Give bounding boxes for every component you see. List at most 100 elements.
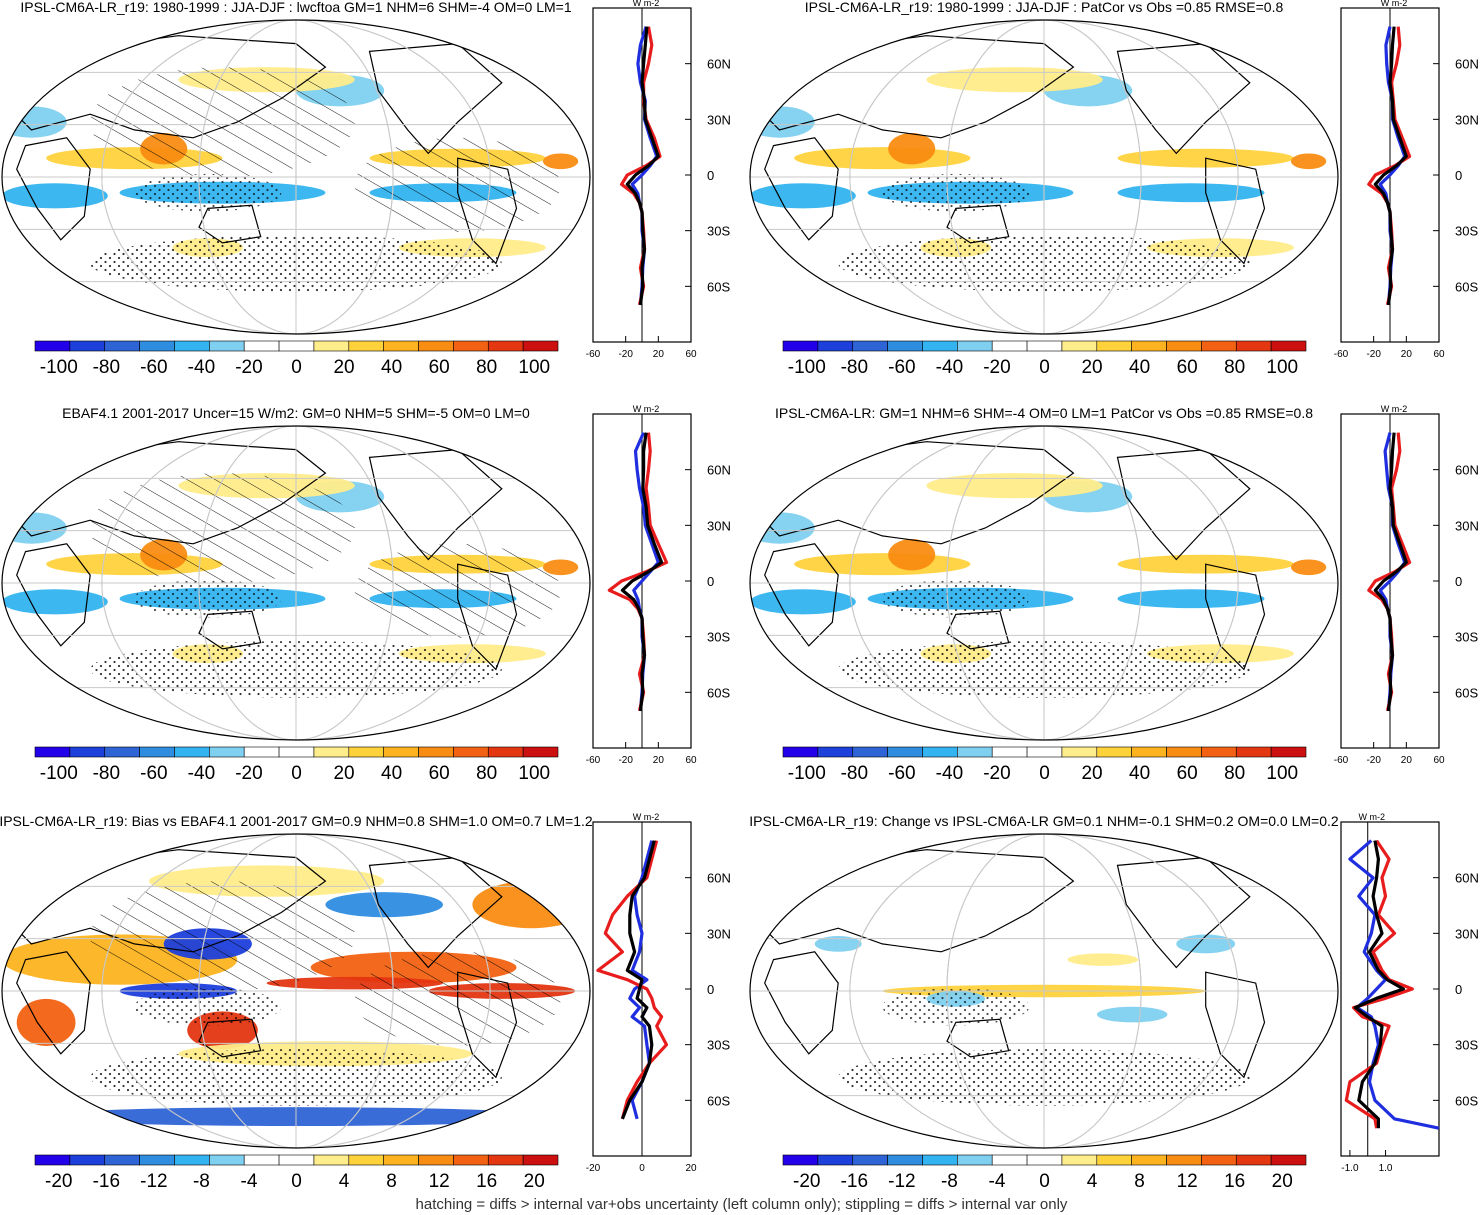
colorbar-box xyxy=(487,1154,524,1166)
colorbar-box xyxy=(1235,746,1272,758)
colorbar-box xyxy=(243,340,280,352)
figure-footnote: hatching = diffs > internal var+obs unce… xyxy=(415,1196,1068,1213)
colorbar-box xyxy=(1026,340,1063,352)
colorbar-box xyxy=(1096,340,1132,352)
colorbar-box xyxy=(1201,746,1237,758)
colorbar-box xyxy=(209,340,245,352)
profile-x-label: -60 xyxy=(586,349,601,360)
colorbar-box xyxy=(957,746,993,758)
coastline xyxy=(764,137,839,241)
field-blob xyxy=(750,183,856,209)
colorbar-box xyxy=(174,1154,210,1166)
colorbar-tick-label: 0 xyxy=(291,1171,302,1192)
colorbar-tick-label: 20 xyxy=(333,357,354,378)
coastline xyxy=(368,42,503,155)
colorbar-tick-label: -80 xyxy=(841,763,868,784)
profile-lat-label: 30N xyxy=(707,112,731,127)
field-blob xyxy=(888,539,936,571)
profile-lat-label: 30N xyxy=(1455,926,1479,941)
colorbar-tick-label: 60 xyxy=(1177,763,1198,784)
colorbar-box xyxy=(348,1154,384,1166)
colorbar-box xyxy=(487,746,524,758)
colorbar-tick-label: 20 xyxy=(1272,1171,1293,1192)
field-blob xyxy=(16,998,76,1046)
profile-x-label: -20 xyxy=(618,755,633,766)
map-border xyxy=(749,425,1339,741)
field-blob xyxy=(1290,559,1327,576)
colorbar-tick-label: -20 xyxy=(45,1171,72,1192)
colorbar-box xyxy=(957,340,993,352)
profile-lat-label: 30N xyxy=(1455,518,1479,533)
profile-units: W m-2 xyxy=(633,812,660,822)
colorbar-box xyxy=(69,340,106,352)
panel-1: IPSL-CM6A-LR_r19: 1980-1999 : JJA-DJF : … xyxy=(1,0,731,378)
colorbar-box xyxy=(139,746,175,758)
colorbar-box xyxy=(209,746,245,758)
field-blob xyxy=(1176,934,1236,954)
profile-x-label: -60 xyxy=(1334,349,1349,360)
colorbar-tick-label: -4 xyxy=(241,1171,258,1192)
map-field xyxy=(2,20,590,334)
colorbar-tick-label: 0 xyxy=(1039,1171,1050,1192)
profile-lat-label: 60N xyxy=(707,463,731,478)
colorbar-box xyxy=(1026,1154,1063,1166)
profile-lat-label: 60N xyxy=(1455,463,1479,478)
field-blob xyxy=(888,133,936,165)
colorbar-box xyxy=(243,1154,280,1166)
panel-3: EBAF4.1 2001-2017 Uncer=15 W/m2: GM=0 NH… xyxy=(1,404,731,784)
colorbar-tick-label: 0 xyxy=(1039,357,1050,378)
colorbar-box xyxy=(383,1154,419,1166)
colorbar-box xyxy=(922,746,958,758)
coastline xyxy=(755,35,1075,139)
colorbar-tick-label: 0 xyxy=(1039,763,1050,784)
profile-lat-label: 0 xyxy=(1455,982,1462,997)
colorbar-box xyxy=(957,1154,993,1166)
profile-line-red xyxy=(596,840,669,1120)
field-blob xyxy=(750,589,856,615)
hatching xyxy=(354,543,561,638)
colorbar-box xyxy=(34,746,71,758)
colorbar-tick-label: 40 xyxy=(381,357,402,378)
coastline xyxy=(16,137,91,241)
colorbar-tick-label: 100 xyxy=(518,763,550,784)
colorbar-tick-label: -60 xyxy=(888,763,915,784)
map-border xyxy=(1,425,591,741)
colorbar-box xyxy=(817,1154,854,1166)
colorbar-box xyxy=(487,340,524,352)
colorbar-tick-label: -100 xyxy=(40,357,78,378)
profile-lat-label: 60N xyxy=(1455,57,1479,72)
graticule-lon xyxy=(946,20,1142,334)
profile-units: W m-2 xyxy=(1358,812,1385,822)
profile-line-black xyxy=(620,432,664,712)
colorbar-box xyxy=(383,746,419,758)
hatching xyxy=(90,67,355,177)
colorbar-tick-label: 80 xyxy=(1224,357,1245,378)
colorbar-box xyxy=(1061,746,1098,758)
colorbar-tick-label: 0 xyxy=(291,357,302,378)
profile-x-label: 0 xyxy=(639,1163,645,1174)
profile-lat-label: 60S xyxy=(1455,1093,1478,1108)
profile-x-label: 60 xyxy=(1433,755,1445,766)
profile-x-label: -20 xyxy=(586,1163,601,1174)
coastline xyxy=(16,951,91,1055)
colorbar-box xyxy=(1201,1154,1237,1166)
profile-units: W m-2 xyxy=(1381,404,1408,414)
coastline xyxy=(1116,448,1251,561)
colorbar-tick-label: 20 xyxy=(333,763,354,784)
colorbar-box xyxy=(453,1154,489,1166)
profile-lat-label: 30N xyxy=(707,926,731,941)
profile-line-blue xyxy=(1348,839,1440,1130)
colorbar-box xyxy=(1096,1154,1132,1166)
profile-lat-label: 0 xyxy=(707,574,714,589)
field-blob xyxy=(2,589,108,615)
profile-lat-label: 60N xyxy=(707,57,731,72)
hatching xyxy=(90,881,355,991)
profile-line-black xyxy=(625,26,660,306)
colorbar-box xyxy=(174,746,210,758)
graticule-lon xyxy=(198,426,394,740)
field-blob xyxy=(1117,183,1265,203)
colorbar-box xyxy=(887,1154,923,1166)
hatching xyxy=(354,137,561,232)
colorbar-tick-label: -60 xyxy=(888,357,915,378)
profile-x-label: 20 xyxy=(1401,755,1413,766)
